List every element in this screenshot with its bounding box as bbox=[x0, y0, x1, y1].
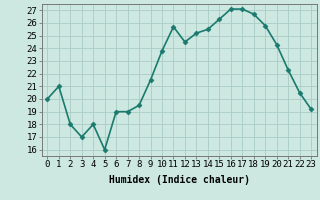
X-axis label: Humidex (Indice chaleur): Humidex (Indice chaleur) bbox=[109, 175, 250, 185]
